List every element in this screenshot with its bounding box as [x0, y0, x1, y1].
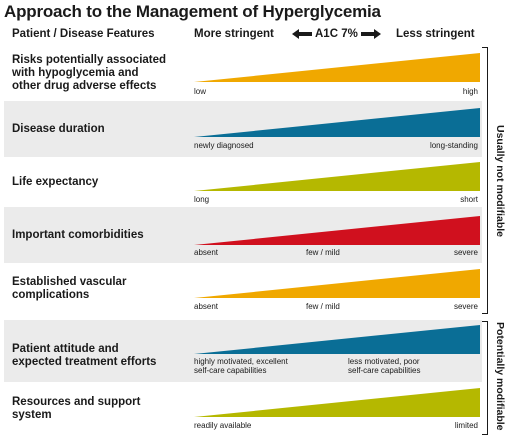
a1c-label: A1C 7% — [315, 28, 358, 40]
wedge-shape — [194, 388, 480, 417]
left-endpoint-label: absent — [194, 248, 219, 257]
middle-label: few / mild — [306, 248, 340, 257]
feature-row-resources-support: Resources and support system readily ava… — [4, 382, 482, 436]
right-endpoint-label: long-standing — [429, 141, 478, 150]
feature-row-patient-attitude: Patient attitude and expected treatment … — [4, 320, 482, 382]
wedge-shape — [194, 269, 480, 298]
modifiable-group-label: Potentially modifiable — [494, 322, 506, 431]
row-label: Disease duration — [12, 122, 105, 135]
left-endpoint-label: highly motivated, excellent self-care ca… — [194, 357, 288, 375]
row-label: Life expectancy — [12, 175, 99, 188]
modifiable-bracket — [482, 321, 488, 435]
row-label: Risks potentially associated with hypogl… — [12, 54, 167, 92]
right-endpoint-label: severe — [453, 248, 478, 257]
features-column-header: Patient / Disease Features — [12, 28, 155, 40]
wedge-shape — [194, 53, 480, 82]
row-label: Patient attitude and expected treatment … — [12, 343, 157, 368]
left-endpoint-label: long — [194, 195, 210, 204]
feature-row-life-expectancy: Life expectancy long short — [4, 157, 482, 207]
more-stringent-label: More stringent — [194, 28, 274, 40]
stringency-wedge — [194, 53, 480, 82]
not-modifiable-group-label: Usually not modifiable — [494, 125, 506, 238]
right-endpoint-label: short — [460, 195, 478, 204]
page-title: Approach to the Management of Hyperglyce… — [4, 2, 381, 21]
wedge-shape — [194, 216, 480, 245]
wedge-shape — [194, 162, 480, 191]
group-separator — [0, 314, 514, 320]
wedge-shape — [194, 325, 480, 354]
stringency-wedge — [194, 108, 480, 137]
stringency-wedge — [194, 269, 480, 298]
feature-row-vascular-complications: Established vascular complications absen… — [4, 263, 482, 314]
right-endpoint-label: high — [462, 87, 478, 96]
stringency-wedge — [194, 216, 480, 245]
left-endpoint-label: low — [194, 87, 207, 96]
stringency-wedge — [194, 162, 480, 191]
right-endpoint-label: less motivated, poor self-care capabilit… — [348, 357, 421, 375]
right-endpoint-label: severe — [453, 302, 478, 311]
arrow-right-icon — [360, 29, 381, 39]
stringency-wedge — [194, 325, 480, 354]
row-label: Important comorbidities — [12, 228, 144, 241]
middle-label: few / mild — [306, 302, 340, 311]
less-stringent-label: Less stringent — [396, 28, 475, 40]
feature-row-comorbidities: Important comorbidities absent few / mil… — [4, 207, 482, 263]
left-endpoint-label: absent — [194, 302, 219, 311]
arrow-left-icon — [292, 29, 312, 39]
stringency-wedge — [194, 388, 480, 417]
left-endpoint-label: newly diagnosed — [194, 141, 254, 150]
right-endpoint-label: limited — [454, 421, 478, 430]
feature-row-disease-duration: Disease duration newly diagnosed long-st… — [4, 101, 482, 157]
not-modifiable-bracket — [482, 47, 488, 314]
left-endpoint-label: readily available — [194, 421, 252, 430]
wedge-shape — [194, 108, 480, 137]
row-label: Resources and support system — [12, 396, 141, 421]
row-label: Established vascular complications — [12, 275, 127, 301]
a1c-target-header: A1C 7% — [292, 28, 381, 40]
feature-row-hypoglycemia-risk: Risks potentially associated with hypogl… — [4, 46, 482, 101]
